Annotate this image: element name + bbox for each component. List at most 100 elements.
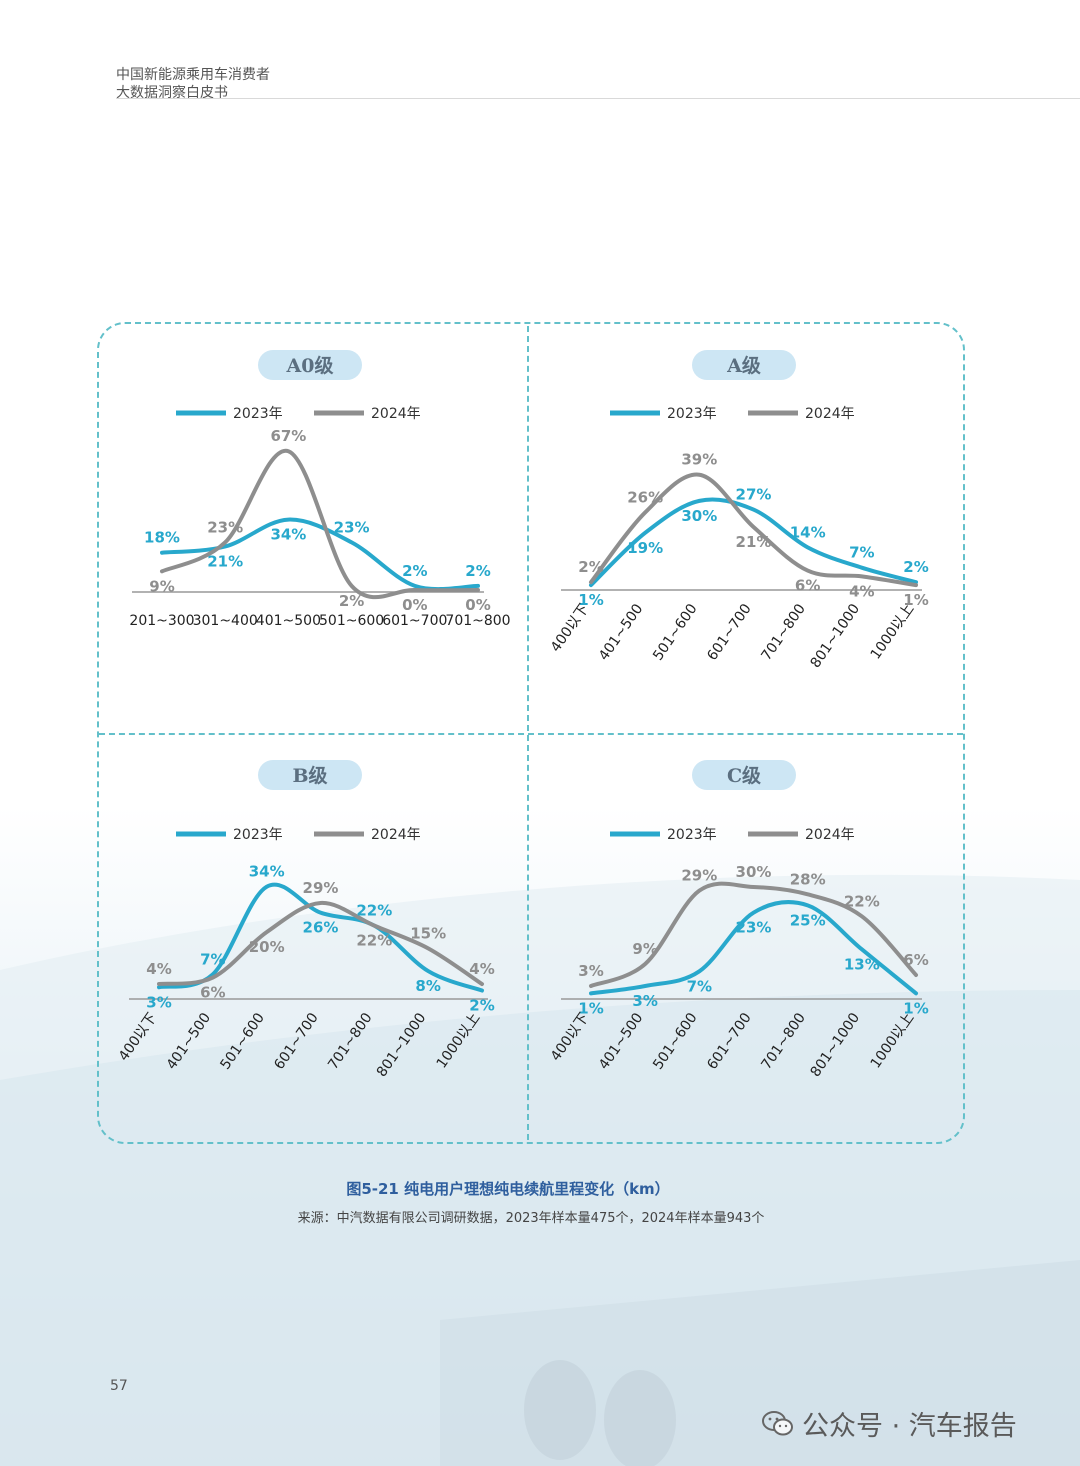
chart-title: A0级: [286, 354, 334, 377]
data-label: 29%: [303, 879, 339, 897]
document-header: 中国新能源乘用车消费者 大数据洞察白皮书: [116, 66, 270, 102]
data-label: 25%: [790, 911, 826, 929]
data-label: 4%: [469, 960, 494, 978]
data-label: 23%: [207, 518, 243, 536]
data-label: 23%: [334, 518, 370, 536]
watermark-text: 公众号 · 汽车报告: [802, 1411, 1017, 1442]
x-tick-label: 1000以上: [434, 1010, 484, 1071]
x-tick-label: 501~600: [650, 1010, 700, 1073]
data-label: 28%: [790, 870, 826, 888]
x-tick-label: 801~1000: [808, 601, 864, 671]
data-label: 1%: [578, 999, 603, 1017]
data-label: 26%: [627, 488, 663, 506]
legend-label: 2024年: [805, 827, 855, 843]
data-label: 6%: [795, 577, 820, 595]
data-label: 26%: [303, 919, 339, 937]
series-line-2023: [157, 882, 484, 993]
chart-title-pill: [258, 760, 362, 790]
data-label: 4%: [146, 960, 171, 978]
series-line-2024: [160, 449, 480, 600]
x-tick-label: 1000以上: [868, 601, 918, 662]
data-label: 2%: [578, 558, 603, 576]
x-tick-label: 801~1000: [374, 1010, 430, 1080]
series-line-2024: [589, 472, 918, 588]
x-tick-label: 601~700: [271, 1010, 321, 1073]
data-label: 22%: [356, 902, 392, 920]
chart-panel: [97, 322, 965, 1144]
page-number: 57: [110, 1378, 128, 1394]
chart-title-pill: [692, 350, 796, 380]
data-label: 7%: [849, 544, 874, 562]
data-label: 21%: [736, 533, 772, 551]
x-tick-label: 201~300: [129, 613, 194, 629]
x-tick-label: 601~700: [382, 613, 447, 629]
data-label: 19%: [627, 539, 663, 557]
panel-divider-horizontal: [99, 733, 963, 735]
chart-title: C级: [727, 764, 761, 787]
data-label: 0%: [402, 596, 427, 614]
series-line-2024: [589, 881, 918, 988]
data-label: 7%: [687, 977, 712, 995]
data-label: 9%: [149, 577, 174, 595]
x-tick-label: 501~600: [650, 601, 700, 664]
x-tick-label: 401~500: [596, 601, 646, 664]
legend-label: 2023年: [667, 406, 717, 422]
chart-title: A级: [726, 354, 761, 377]
series-line-2024: [157, 900, 484, 987]
data-label: 7%: [200, 950, 225, 968]
x-tick-label: 501~600: [217, 1010, 267, 1073]
legend-label: 2023年: [667, 827, 717, 843]
x-tick-label: 401~500: [596, 1010, 646, 1073]
data-label: 2%: [903, 558, 928, 576]
x-tick-label: 400以下: [116, 1010, 161, 1064]
x-tick-label: 401~500: [256, 613, 321, 629]
data-label: 18%: [144, 529, 180, 547]
data-label: 2%: [469, 997, 494, 1015]
chart-title-pill: [258, 350, 362, 380]
x-tick-label: 601~700: [704, 1010, 754, 1073]
data-label: 15%: [410, 924, 446, 942]
x-tick-label: 1000以上: [868, 1010, 918, 1071]
figure-source: 来源：中汽数据有限公司调研数据，2023年样本量475个，2024年样本量943…: [297, 1211, 765, 1226]
x-tick-label: 601~700: [704, 601, 754, 664]
x-tick-label: 701~800: [758, 601, 808, 664]
data-label: 67%: [270, 427, 306, 445]
data-label: 34%: [270, 526, 306, 544]
data-label: 3%: [578, 962, 603, 980]
header-line-2: 大数据洞察白皮书: [116, 85, 228, 101]
header-line-1: 中国新能源乘用车消费者: [116, 67, 270, 83]
data-label: 21%: [207, 553, 243, 571]
data-label: 6%: [200, 984, 225, 1002]
x-tick-label: 401~500: [164, 1010, 214, 1073]
data-label: 14%: [790, 523, 826, 541]
watermark: 公众号 · 汽车报告: [762, 1404, 1017, 1443]
x-tick-label: 701~800: [758, 1010, 808, 1073]
data-label: 2%: [465, 562, 490, 580]
data-label: 23%: [736, 919, 772, 937]
x-tick-label: 400以下: [548, 601, 593, 655]
data-label: 2%: [402, 562, 427, 580]
data-label: 8%: [415, 977, 440, 995]
data-label: 1%: [903, 591, 928, 609]
x-tick-label: 701~800: [445, 613, 510, 629]
legend-label: 2024年: [805, 406, 855, 422]
chart-title: B级: [292, 764, 327, 787]
data-label: 1%: [578, 591, 603, 609]
data-label: 30%: [681, 507, 717, 525]
data-label: 27%: [736, 486, 772, 504]
data-label: 20%: [249, 938, 285, 956]
data-label: 13%: [844, 955, 880, 973]
wechat-icon: [762, 1410, 793, 1435]
x-tick-label: 701~800: [325, 1010, 375, 1073]
legend-label: 2023年: [233, 406, 283, 422]
x-tick-label: 400以下: [548, 1010, 593, 1064]
data-label: 30%: [736, 863, 772, 881]
legend-label: 2024年: [371, 406, 421, 422]
series-line-2023: [589, 900, 918, 996]
chart-title-pill: [692, 760, 796, 790]
data-label: 0%: [465, 596, 490, 614]
data-label: 39%: [681, 451, 717, 469]
data-label: 29%: [681, 867, 717, 885]
data-label: 22%: [844, 892, 880, 910]
